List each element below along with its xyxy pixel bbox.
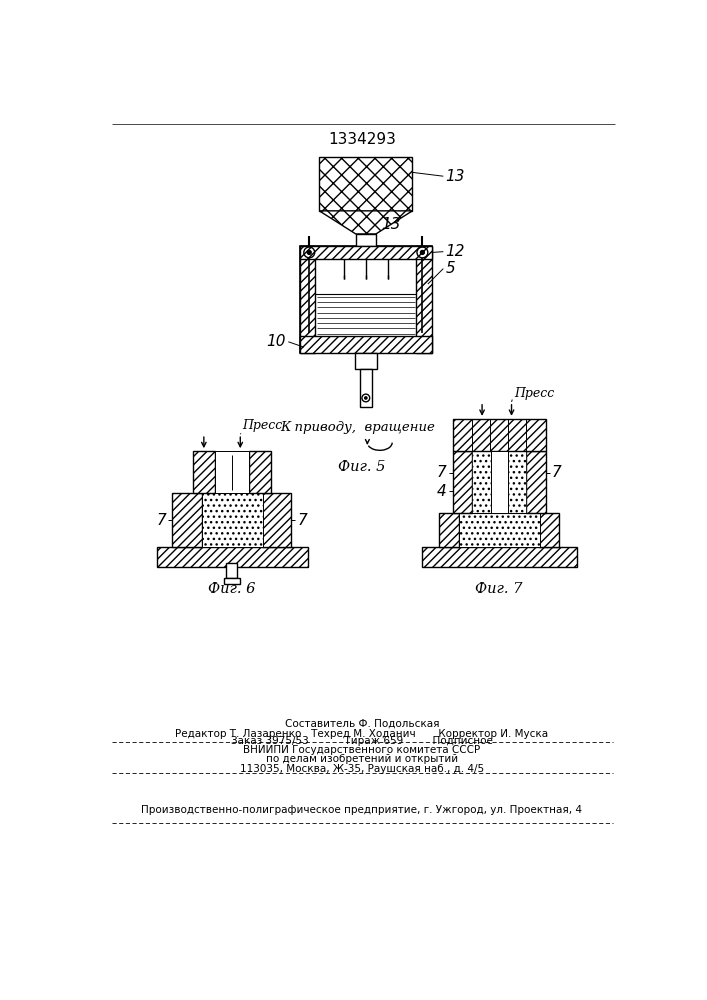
Bar <box>421 547 577 567</box>
Bar <box>156 547 308 567</box>
Bar <box>201 493 263 547</box>
Bar <box>491 451 508 513</box>
Bar <box>320 157 412 211</box>
Text: 12: 12 <box>445 244 465 259</box>
Bar <box>472 451 491 513</box>
Text: Заказ 3975/53           Тираж 659         Подписное: Заказ 3975/53 Тираж 659 Подписное <box>231 736 493 746</box>
Bar <box>539 513 559 547</box>
Bar <box>249 451 271 493</box>
Bar <box>224 578 240 584</box>
Bar <box>300 336 432 353</box>
Text: ВНИИПИ Государственного комитета СССР: ВНИИПИ Государственного комитета СССР <box>243 745 481 755</box>
Bar <box>526 451 546 513</box>
Text: 4: 4 <box>437 484 446 499</box>
Text: 7: 7 <box>552 465 561 480</box>
Bar <box>355 353 377 369</box>
Text: 7: 7 <box>156 513 166 528</box>
Text: 7: 7 <box>437 465 446 480</box>
Bar <box>193 451 215 493</box>
Text: 10: 10 <box>267 334 286 349</box>
Text: Редактор Т. Лазаренко   Техред М. Ходанич       Корректор И. Муска: Редактор Т. Лазаренко Техред М. Ходанич … <box>175 729 549 739</box>
Text: К приводу,  вращение: К приводу, вращение <box>281 421 436 434</box>
Text: Пресс: Пресс <box>514 387 554 400</box>
Text: 7: 7 <box>298 513 308 528</box>
Text: Фиг. 7: Фиг. 7 <box>475 582 522 596</box>
Bar <box>452 451 472 513</box>
Bar <box>508 451 526 513</box>
Polygon shape <box>320 211 412 234</box>
Text: Производственно-полиграфическое предприятие, г. Ужгород, ул. Проектная, 4: Производственно-полиграфическое предприя… <box>141 805 583 815</box>
Bar <box>452 419 546 451</box>
Text: Составитель Ф. Подольская: Составитель Ф. Подольская <box>285 718 439 728</box>
Text: 13: 13 <box>445 169 465 184</box>
Bar <box>300 246 432 259</box>
Circle shape <box>308 251 311 254</box>
Circle shape <box>365 397 367 399</box>
Bar <box>300 246 315 353</box>
Text: по делам изобретений и открытий: по делам изобретений и открытий <box>266 754 458 764</box>
Bar <box>226 563 237 578</box>
Bar <box>172 493 201 547</box>
Bar <box>416 246 432 353</box>
Bar <box>300 246 432 353</box>
Circle shape <box>421 251 424 254</box>
Text: 13: 13 <box>381 217 401 232</box>
Bar <box>440 513 459 547</box>
Bar <box>360 369 372 407</box>
Text: Пресс: Пресс <box>243 419 283 432</box>
Bar <box>356 234 376 246</box>
Text: 5: 5 <box>445 261 455 276</box>
Bar <box>215 451 249 493</box>
Text: Фиг. 6: Фиг. 6 <box>208 582 255 596</box>
Bar <box>459 513 540 547</box>
Text: Фиг. 5: Фиг. 5 <box>338 460 385 474</box>
Bar <box>262 493 291 547</box>
Text: 113035, Москва, Ж-35, Раушская наб., д. 4/5: 113035, Москва, Ж-35, Раушская наб., д. … <box>240 764 484 774</box>
Text: 1334293: 1334293 <box>328 132 396 147</box>
